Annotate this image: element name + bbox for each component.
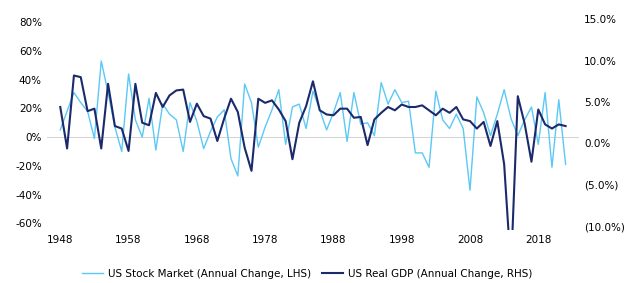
Legend: US Stock Market (Annual Change, LHS), US Real GDP (Annual Change, RHS): US Stock Market (Annual Change, LHS), US… <box>78 265 536 283</box>
